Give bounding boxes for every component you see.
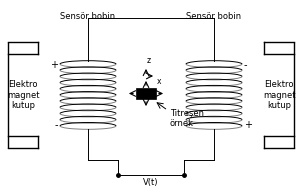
- Text: +: +: [50, 60, 58, 70]
- Text: z: z: [147, 56, 151, 65]
- Text: Elektro
magnet
kutup: Elektro magnet kutup: [7, 80, 39, 110]
- Bar: [136, 88, 156, 99]
- Text: Sensör bobin: Sensör bobin: [60, 12, 116, 21]
- Text: Elektro
magnet
kutup: Elektro magnet kutup: [263, 80, 295, 110]
- Text: Sensör bobin: Sensör bobin: [186, 12, 242, 21]
- Text: V(t): V(t): [143, 178, 159, 187]
- Text: x: x: [157, 77, 162, 86]
- Text: Titreşen
örnek: Titreşen örnek: [170, 108, 204, 128]
- Text: -: -: [244, 60, 248, 70]
- Text: -: -: [54, 120, 58, 130]
- Text: +: +: [244, 120, 252, 130]
